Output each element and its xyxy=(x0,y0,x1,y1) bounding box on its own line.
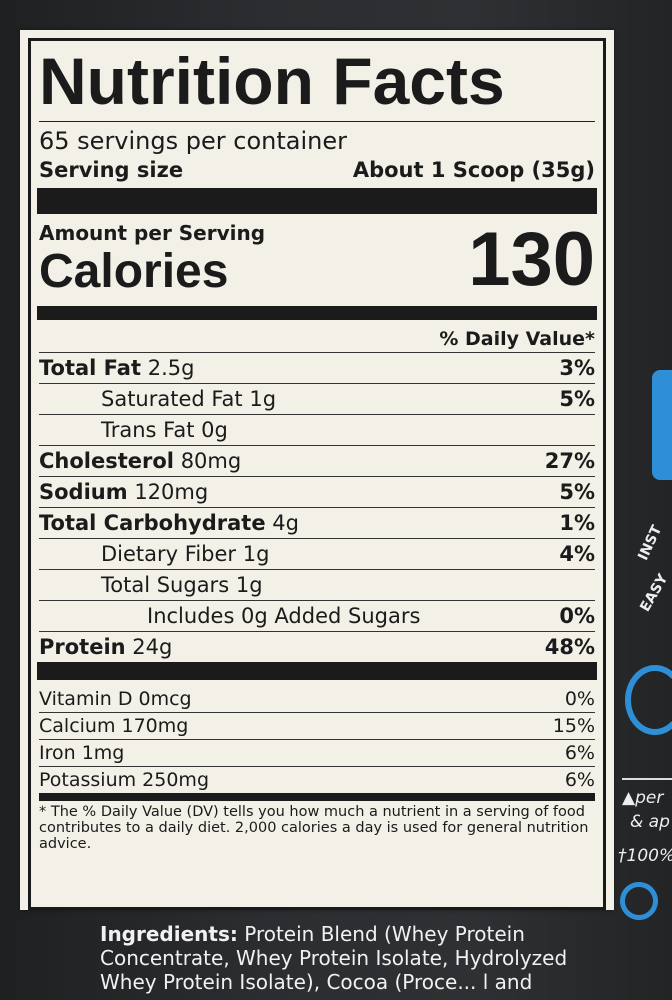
nutrient-name: Includes 0g Added Sugars xyxy=(147,604,421,628)
nutrient-amount: 4g xyxy=(272,511,299,535)
nutrient-name: Total Fat xyxy=(39,356,142,380)
vitamin-name: Vitamin D 0mcg xyxy=(39,688,192,710)
nutrient-row-sodium: Sodium 120mg 5% xyxy=(39,476,595,507)
thick-divider-vitamins xyxy=(37,662,597,680)
servings-per-container: 65 servings per container xyxy=(39,121,595,156)
nutrient-row-protein: Protein 24g 48% xyxy=(39,631,595,662)
serving-size-value: About 1 Scoop (35g) xyxy=(352,158,595,182)
nutrient-amount: 120mg xyxy=(134,480,209,504)
vitamin-dv: 15% xyxy=(552,715,595,737)
vitamin-name: Iron 1mg xyxy=(39,742,125,764)
nutrient-name: Cholesterol xyxy=(39,449,174,473)
vitamin-dv: 0% xyxy=(564,688,595,710)
nutrient-amount: 1g xyxy=(242,542,270,566)
side-text-per: ▲per xyxy=(622,788,664,808)
vitamin-name: Calcium 170mg xyxy=(39,715,189,737)
nutrient-dv: 27% xyxy=(544,449,595,473)
nutrition-label: Nutrition Facts 65 servings per containe… xyxy=(20,30,614,910)
blue-arc-icon xyxy=(625,665,672,735)
medium-divider xyxy=(37,306,597,320)
nutrient-row-added-sugars: Includes 0g Added Sugars 0% xyxy=(39,600,595,631)
nutrient-dv: 0% xyxy=(559,604,595,628)
nutrient-amount: 1g xyxy=(249,387,277,411)
vitamin-dv: 6% xyxy=(564,742,595,764)
nutrient-dv: 5% xyxy=(559,480,595,504)
nutrient-row-dietary-fiber: Dietary Fiber 1g 4% xyxy=(39,538,595,569)
thick-divider xyxy=(37,188,597,214)
amount-per-serving: Amount per Serving xyxy=(39,221,266,245)
calories-row: Amount per Serving Calories 130 xyxy=(39,220,595,300)
nutrient-dv: 3% xyxy=(559,356,595,380)
nutrient-dv: 1% xyxy=(559,511,595,535)
serving-size-label: Serving size xyxy=(39,158,184,182)
nutrient-amount: 24g xyxy=(132,635,173,659)
nutrient-name: Trans Fat xyxy=(101,418,195,442)
calories-value: 130 xyxy=(468,217,595,302)
nutrient-dv: 48% xyxy=(544,635,595,659)
label-title: Nutrition Facts xyxy=(39,44,505,118)
nutrient-amount: 1g xyxy=(235,573,263,597)
side-text-100: †100% xyxy=(618,846,672,866)
blue-graphic-shape xyxy=(652,370,672,480)
nutrient-name: Saturated Fat xyxy=(101,387,243,411)
calories-label: Calories xyxy=(39,245,229,298)
vitamin-name: Potassium 250mg xyxy=(39,769,209,791)
nutrient-amount: 2.5g xyxy=(147,356,195,380)
nutrient-row-trans-fat: Trans Fat 0g xyxy=(39,414,595,445)
ingredients-list: Protein Blend (Whey Protein Concentrate,… xyxy=(100,922,568,994)
vitamin-row-vitamin-d: Vitamin D 0mcg 0% xyxy=(39,686,595,712)
nutrient-amount: 0g xyxy=(201,418,228,442)
nutrient-row-total-carbohydrate: Total Carbohydrate 4g 1% xyxy=(39,507,595,538)
nutrient-name: Sodium xyxy=(39,480,128,504)
nutrient-row-saturated-fat: Saturated Fat 1g 5% xyxy=(39,383,595,414)
nutrient-name: Total Carbohydrate xyxy=(39,511,266,535)
nutrient-name: Protein xyxy=(39,635,126,659)
vitamin-row-calcium: Calcium 170mg 15% xyxy=(39,712,595,739)
daily-value-header: % Daily Value* xyxy=(439,328,595,350)
vitamin-row-iron: Iron 1mg 6% xyxy=(39,739,595,766)
nutrient-dv: 4% xyxy=(559,542,595,566)
vitamin-dv: 6% xyxy=(564,769,595,791)
side-divider xyxy=(622,778,672,780)
ingredients-text: Ingredients: Protein Blend (Whey Protein… xyxy=(100,922,610,994)
ingredients-label: Ingredients: xyxy=(100,922,238,946)
nutrient-name: Dietary Fiber xyxy=(101,542,237,566)
nutrient-dv: 5% xyxy=(559,387,595,411)
daily-value-footnote: * The % Daily Value (DV) tells you how m… xyxy=(39,793,595,852)
nutrient-row-total-fat: Total Fat 2.5g 3% xyxy=(39,352,595,383)
nutrient-row-total-sugars: Total Sugars 1g xyxy=(39,569,595,600)
nutrient-name: Total Sugars xyxy=(101,573,230,597)
side-text-ap: & ap xyxy=(630,812,670,832)
nutrient-amount: 80mg xyxy=(180,449,242,473)
nutrient-row-cholesterol: Cholesterol 80mg 27% xyxy=(39,445,595,476)
serving-size-row: Serving size About 1 Scoop (35g) xyxy=(39,156,595,184)
vitamin-row-potassium: Potassium 250mg 6% xyxy=(39,766,595,793)
